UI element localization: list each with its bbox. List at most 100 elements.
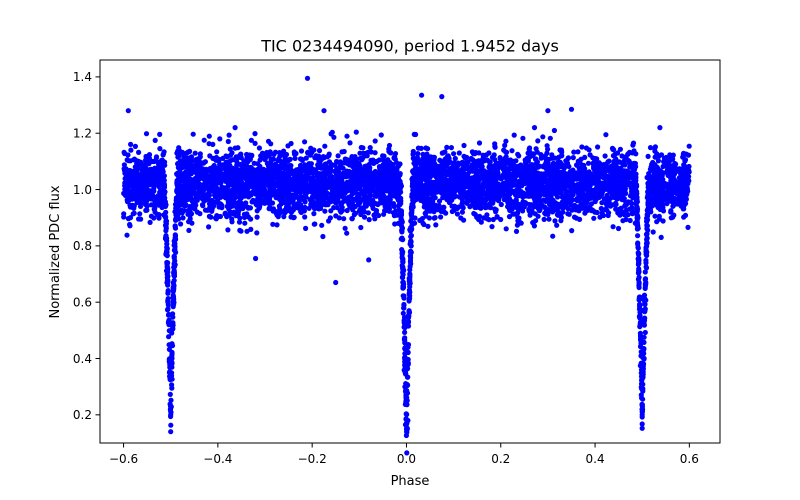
data-point [550, 166, 556, 172]
data-point [274, 212, 280, 218]
data-point [496, 174, 502, 180]
data-point [582, 210, 588, 216]
data-point [517, 182, 523, 188]
data-point [286, 204, 292, 210]
data-point [351, 212, 357, 218]
data-point [659, 202, 666, 208]
data-point [298, 209, 304, 215]
data-point [144, 197, 150, 204]
data-point [523, 179, 529, 185]
data-point [124, 232, 130, 238]
data-point [617, 159, 623, 165]
data-point [475, 178, 481, 184]
data-point [539, 178, 545, 184]
data-point [392, 156, 398, 162]
data-point [254, 214, 260, 220]
data-point [552, 218, 558, 224]
data-point [186, 196, 192, 202]
data-point [680, 174, 686, 180]
data-point [308, 176, 314, 182]
data-point [189, 199, 196, 205]
data-point [459, 159, 465, 165]
data-point [549, 152, 555, 158]
data-point [668, 198, 674, 204]
data-point [365, 210, 371, 216]
data-point [323, 171, 329, 177]
data-point [595, 177, 601, 183]
data-point [534, 202, 540, 209]
data-point [479, 189, 485, 195]
data-point [227, 146, 233, 152]
data-point [493, 168, 499, 174]
data-point [585, 193, 591, 199]
data-point [353, 129, 359, 135]
data-point [335, 153, 341, 159]
data-point [603, 167, 609, 173]
data-point [158, 164, 165, 170]
data-point [484, 157, 490, 163]
data-point [487, 184, 493, 190]
data-point [314, 173, 320, 179]
data-point [148, 172, 154, 178]
data-point [474, 164, 480, 170]
data-point [603, 185, 610, 191]
data-point [268, 174, 274, 180]
data-point [618, 166, 624, 172]
data-point [235, 145, 241, 151]
data-point [232, 125, 238, 131]
data-point [313, 180, 319, 186]
data-point [558, 147, 565, 153]
data-point [655, 166, 661, 172]
data-point [287, 170, 293, 176]
data-point [664, 159, 670, 165]
data-point [355, 166, 361, 172]
data-point [302, 139, 308, 145]
data-point [629, 211, 636, 217]
data-point [215, 190, 221, 196]
data-point [464, 154, 470, 160]
data-point [142, 192, 148, 199]
data-point [244, 228, 250, 234]
data-point [293, 168, 299, 174]
data-point [660, 198, 666, 204]
data-point [316, 148, 323, 154]
data-point [275, 175, 281, 181]
data-point [573, 215, 580, 221]
data-point [274, 222, 280, 228]
data-point [579, 144, 585, 150]
data-point [233, 194, 239, 200]
data-point [534, 149, 540, 155]
data-point [356, 160, 362, 167]
data-point [531, 125, 538, 131]
data-point [589, 187, 595, 194]
data-point [584, 187, 590, 193]
data-point [170, 311, 176, 317]
data-point [254, 230, 260, 236]
data-point [421, 172, 427, 178]
data-point [257, 157, 263, 163]
data-point [476, 140, 483, 146]
data-point [152, 137, 158, 143]
data-point [630, 149, 637, 155]
data-point [615, 225, 622, 232]
data-point [288, 214, 294, 220]
data-point [290, 207, 296, 213]
data-point [505, 199, 511, 205]
data-point [610, 224, 616, 230]
data-point [355, 171, 362, 177]
data-point [367, 145, 373, 151]
data-point [386, 146, 392, 152]
data-point [209, 208, 215, 214]
data-point [576, 176, 582, 182]
data-point [474, 214, 480, 220]
data-point [656, 213, 662, 219]
data-point [307, 184, 314, 190]
data-point [357, 182, 363, 188]
data-point [425, 223, 431, 229]
data-point [366, 184, 372, 190]
data-point [460, 199, 466, 205]
data-point [509, 148, 515, 154]
data-point [501, 183, 507, 189]
data-point [333, 171, 340, 177]
